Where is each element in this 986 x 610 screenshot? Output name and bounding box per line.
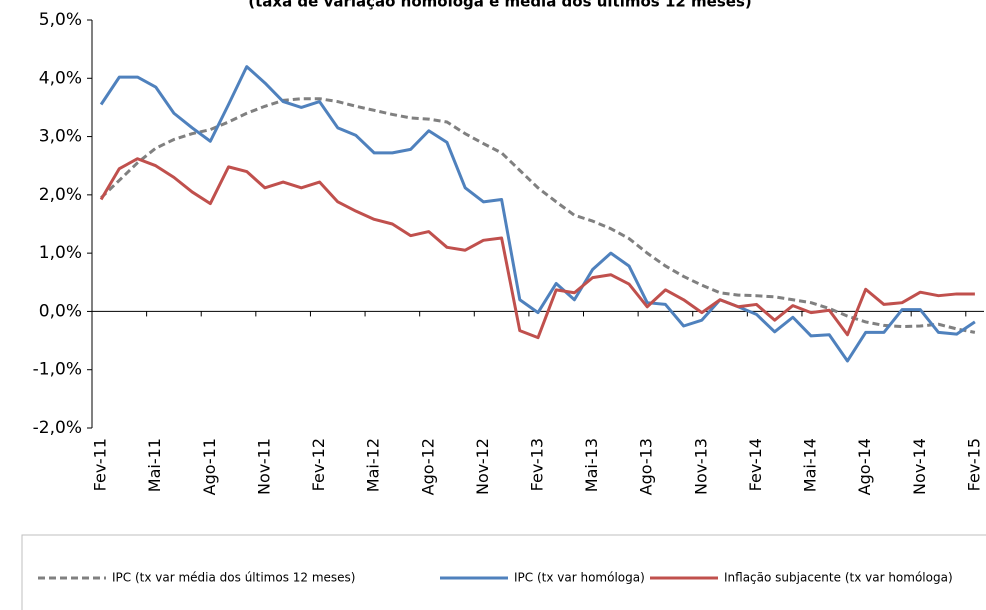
- x-tick-label: Nov-13: [691, 438, 710, 495]
- x-tick-label: Ago-12: [418, 438, 437, 495]
- x-tick-label: Fev-11: [91, 438, 110, 491]
- legend-label: IPC (tx var média dos últimos 12 meses): [112, 571, 356, 585]
- data-line: [99, 65, 976, 363]
- legend-label: IPC (tx var homóloga): [514, 571, 645, 585]
- x-tick-label: Mai-12: [364, 438, 383, 492]
- x-tick-label: Ago-14: [855, 438, 874, 495]
- x-tick-label: Nov-11: [254, 438, 273, 495]
- x-tick-label: Ago-11: [200, 438, 219, 495]
- x-tick-label: Nov-14: [910, 438, 929, 495]
- x-tick-label: Mai-14: [801, 438, 820, 492]
- y-tick-label: 1,0%: [39, 243, 82, 263]
- x-tick-label: Mai-11: [145, 438, 164, 492]
- legend-label: Inflação subjacente (tx var homóloga): [724, 571, 953, 585]
- y-tick-label: 0,0%: [39, 301, 82, 321]
- y-tick-label: 4,0%: [39, 68, 82, 88]
- x-tick-label: Fev-13: [528, 438, 547, 491]
- x-tick-label: Fev-12: [309, 438, 328, 491]
- x-tick-label: Ago-13: [637, 438, 656, 495]
- chart-title: (taxa de variação homóloga e média dos ú…: [248, 0, 751, 11]
- y-tick-label: 3,0%: [39, 127, 82, 147]
- data-line: [100, 97, 976, 334]
- x-tick-label: Nov-12: [473, 438, 492, 495]
- x-tick-label: Fev-15: [964, 438, 983, 491]
- data-line: [99, 157, 975, 340]
- y-tick-label: -1,0%: [33, 360, 82, 380]
- legend-box: [21, 534, 986, 610]
- y-tick-label: 5,0%: [39, 10, 82, 30]
- x-tick-label: Fev-14: [746, 438, 765, 491]
- y-tick-label: 2,0%: [39, 185, 82, 205]
- x-tick-label: Mai-13: [582, 438, 601, 492]
- y-tick-label: -2,0%: [33, 418, 82, 438]
